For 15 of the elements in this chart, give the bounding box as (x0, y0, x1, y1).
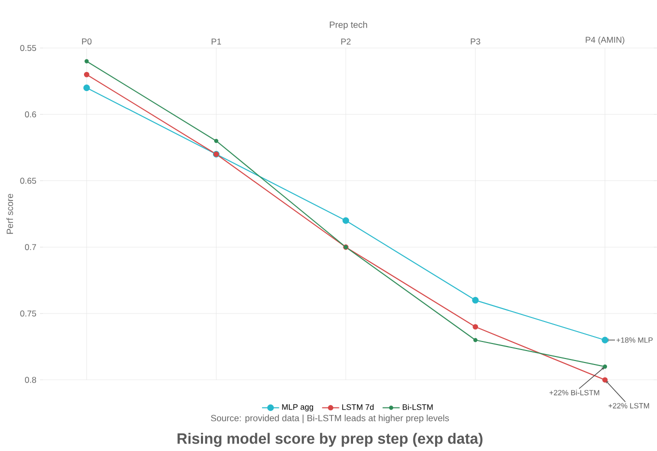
y-tick-label: 0.7 (24, 244, 36, 250)
x-tick-label: P0 (82, 38, 92, 45)
x-tick-label: P1 (212, 38, 222, 45)
x-tick-label: P4 (AMIN) (586, 36, 624, 45)
y-tick-label: 0.6 (24, 111, 36, 118)
x-tick-label: P3 (470, 38, 480, 45)
text: Rising model score by prep step (exp data) (178, 432, 482, 447)
text: Source: provided data | Bi-LSTM leads at higher prep levels (210, 414, 449, 424)
x-axis-title: Prep tech (330, 21, 368, 30)
y-tick-label: 0.65 (20, 178, 36, 184)
x-tick-label: P2 (341, 38, 351, 45)
y-tick-label: 0.8 (24, 376, 36, 383)
y-tick-label: 0.55 (20, 45, 36, 52)
y-axis-title: Perf score (6, 194, 14, 234)
y-tick-label: 0.75 (20, 310, 36, 317)
